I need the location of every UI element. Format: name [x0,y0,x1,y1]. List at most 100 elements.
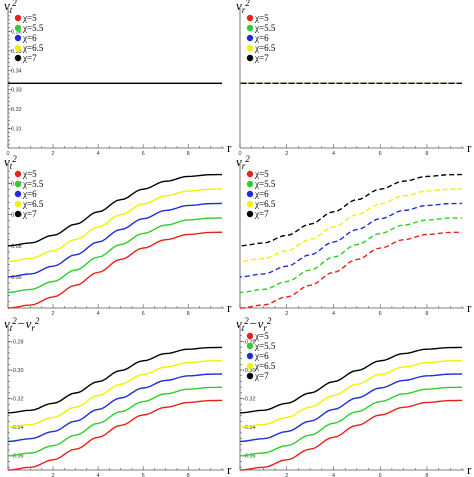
legend-label: χ=5.5 [254,179,276,189]
series-line-1 [239,231,463,309]
y-tick-label: 0.08 [11,244,22,250]
x-axis-label: r [227,140,232,155]
legend-marker [246,170,254,178]
x-tick-label: 2 [52,311,55,317]
chart-panel-2: 0 2 4 6 8 vr2 r χ=5χ=5.5χ=6χ=6.5χ=7 [236,0,472,157]
y-tick-label: 0.36 [11,29,22,35]
legend-marker [14,190,22,198]
series-line-2 [239,217,463,294]
legend-marker [246,24,254,32]
x-tick-label: 6 [142,311,145,317]
x-axis-label: r [467,140,472,155]
x-tick-label: 8 [425,473,428,477]
legend-marker [14,34,22,42]
y-tick-label: 0.31 [11,127,22,133]
legend-marker [246,352,254,360]
x-tick-label: 2 [52,473,55,477]
legend-label: χ=5.5 [22,179,44,189]
y-tick-label: -0.30 [243,368,256,374]
y-tick-label: 0.34 [11,68,22,74]
x-tick-label: 8 [425,151,428,157]
x-tick-label: 2 [52,151,55,157]
x-tick-label: 6 [379,151,382,157]
legend-marker [14,44,22,52]
legend-label: χ=5.5 [254,341,276,351]
x-axis-label: r [227,462,232,477]
y-tick-label: 0.35 [11,49,22,55]
legend-marker [14,170,22,178]
y-tick-label: 0.06 [11,275,22,281]
legend-label: χ=7 [254,371,269,381]
x-axis-label: r [467,300,472,315]
legend-label: χ=6.5 [254,43,276,53]
series-line-5 [239,173,463,247]
x-tick-label: 6 [379,473,382,477]
y-axis-label: vt2 [4,154,17,171]
legend-label: χ=6 [22,33,37,43]
x-tick-label: 4 [97,473,100,477]
series-line-4 [7,360,223,428]
y-tick-label: -0.28 [11,339,24,345]
y-axis-label: vr2 [236,154,250,171]
series-line-1 [239,399,463,471]
legend-label: χ=5.5 [254,23,276,33]
legend: χ=5χ=5.5χ=6χ=6.5χ=7 [246,13,276,63]
legend-label: χ=6 [254,351,269,361]
legend-marker [246,54,254,62]
legend-label: χ=5.5 [22,23,44,33]
series-line-2 [7,217,223,294]
x-axis-label: r [467,462,472,477]
legend: χ=5χ=5.5χ=6χ=6.5χ=7 [246,169,276,219]
chart-panel-1: 0 2 4 6 8 0.31 0.32 0.33 0.34 0.35 0.36 vt2 r χ=5χ=5.… [4,0,232,157]
series-line-3 [7,202,223,278]
legend-marker [246,200,254,208]
x-tick-label: 0 [6,151,9,157]
legend-label: χ=5 [22,13,37,23]
x-tick-label: 8 [187,151,190,157]
legend-marker [246,372,254,380]
x-tick-label: 2 [285,151,288,157]
x-tick-label: 2 [285,473,288,477]
legend-label: χ=7 [254,53,269,63]
legend-marker [14,54,22,62]
series-line-3 [7,373,223,443]
legend: χ=5χ=5.5χ=6χ=6.5χ=7 [14,13,44,63]
legend-label: χ=6 [254,33,269,43]
series-line-5 [239,346,463,414]
legend-marker [246,362,254,370]
legend-marker [246,342,254,350]
legend-label: χ=6.5 [22,199,44,209]
x-tick-label: 4 [97,311,100,317]
legend-marker [14,200,22,208]
y-axis-label: vt2−vr2 [4,316,40,333]
legend-label: χ=5 [254,331,269,341]
x-axis-label: r [227,300,232,315]
y-tick-label: 0.33 [11,88,22,94]
legend-label: χ=7 [22,53,37,63]
legend-label: χ=5 [22,169,37,179]
legend-marker [246,332,254,340]
legend-label: χ=7 [22,209,37,219]
legend-marker [246,14,254,22]
series-line-1 [7,399,223,471]
series-line-2 [239,386,463,457]
legend-marker [246,34,254,42]
y-axis-label: vt2 [4,0,17,15]
legend-marker [246,190,254,198]
y-tick-label: -0.36 [243,454,256,460]
legend-label: χ=6.5 [254,199,276,209]
legend-marker [246,210,254,218]
y-tick-label: -0.34 [11,425,24,431]
legend-label: χ=6 [22,189,37,199]
y-tick-label: 0.32 [11,107,22,113]
y-tick-label: -0.28 [243,339,256,345]
x-tick-label: 2 [285,311,288,317]
legend-marker [246,180,254,188]
legend-marker [14,180,22,188]
series-line-5 [7,173,223,247]
x-tick-label: 0 [238,151,241,157]
y-tick-label: -0.34 [243,425,256,431]
x-tick-label: 8 [187,473,190,477]
x-tick-label: 6 [379,311,382,317]
legend: χ=5χ=5.5χ=6χ=6.5χ=7 [14,169,44,219]
